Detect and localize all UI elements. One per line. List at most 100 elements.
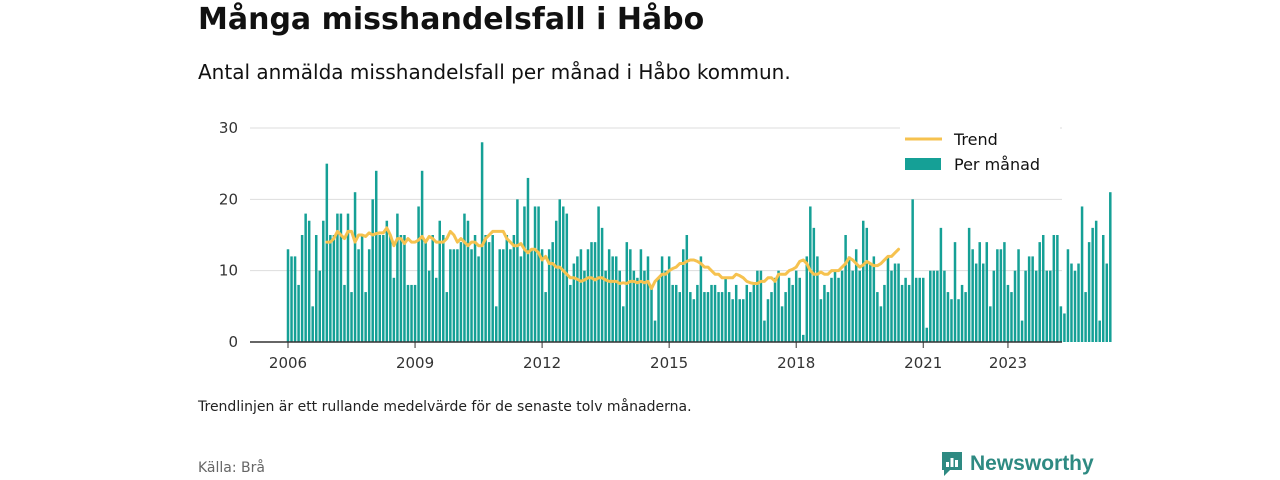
bar — [304, 213, 307, 342]
bar — [403, 235, 406, 342]
bar — [985, 242, 989, 342]
bar — [1020, 320, 1024, 342]
bar — [618, 270, 621, 342]
bar — [558, 199, 561, 342]
bar — [833, 270, 837, 342]
bar — [943, 270, 946, 342]
bar — [918, 277, 921, 342]
bar — [1073, 270, 1077, 342]
bar — [350, 292, 353, 342]
bar — [960, 284, 964, 342]
y-tick-label: 10 — [219, 262, 238, 280]
bar — [480, 142, 484, 342]
bar — [929, 270, 932, 342]
bar — [1024, 270, 1027, 342]
bar — [837, 277, 840, 342]
bar — [586, 249, 590, 342]
bar — [890, 270, 893, 342]
bar — [516, 199, 519, 342]
bar — [611, 256, 614, 342]
bar — [766, 299, 770, 342]
bar — [463, 213, 466, 342]
bar — [876, 292, 879, 342]
bar — [692, 299, 696, 342]
chart-subtitle: Antal anmälda misshandelsfall per månad … — [198, 60, 791, 84]
bar — [491, 235, 494, 342]
bar — [886, 256, 890, 342]
bar — [576, 256, 579, 342]
source-credit: Källa: Brå — [198, 460, 265, 476]
bar — [812, 227, 816, 342]
bar — [314, 235, 318, 342]
bar — [1063, 313, 1066, 342]
bar — [607, 249, 611, 342]
bar — [999, 249, 1003, 342]
x-tick-label: 2015 — [650, 354, 688, 372]
bar — [911, 199, 914, 342]
bar — [297, 284, 300, 342]
bar — [1087, 242, 1091, 342]
legend-bar-swatch — [905, 158, 941, 170]
bar — [332, 235, 336, 342]
bar — [600, 227, 604, 342]
bar — [643, 270, 646, 342]
bar — [914, 277, 918, 342]
x-tick-label: 2023 — [989, 354, 1027, 372]
trend-line — [325, 226, 901, 290]
bar — [322, 220, 325, 342]
bar — [509, 249, 512, 342]
bar — [537, 206, 540, 342]
bar — [717, 292, 720, 342]
brand-logo[interactable]: Newsworthy — [940, 450, 1094, 478]
bar — [562, 206, 565, 342]
bar — [505, 235, 509, 342]
x-tick-label: 2009 — [396, 354, 434, 372]
bar — [660, 256, 664, 342]
bar — [780, 306, 784, 342]
bar — [413, 284, 417, 342]
bar — [346, 213, 350, 342]
bar — [946, 292, 950, 342]
bar — [378, 235, 382, 342]
bar — [427, 270, 431, 342]
y-tick-label: 30 — [219, 119, 238, 137]
bar — [706, 292, 710, 342]
bar — [787, 277, 791, 342]
bar — [879, 306, 883, 342]
bar — [974, 263, 978, 342]
bar — [371, 199, 374, 342]
bar — [1094, 220, 1098, 342]
bar — [900, 284, 904, 342]
bar — [703, 292, 706, 342]
bar — [1098, 320, 1101, 342]
bar — [300, 235, 304, 342]
bar — [1034, 270, 1038, 342]
bar — [1031, 256, 1034, 342]
bar — [689, 292, 692, 342]
bar — [399, 235, 403, 342]
x-tick-label: 2021 — [904, 354, 942, 372]
bar — [456, 249, 459, 342]
bar — [406, 284, 410, 342]
bar — [445, 292, 449, 342]
bar — [731, 299, 734, 342]
bar — [459, 242, 463, 342]
bar — [713, 284, 717, 342]
bar — [452, 249, 456, 342]
bar — [922, 277, 925, 342]
bar — [685, 235, 689, 342]
chart-note: Trendlinjen är ett rullande medelvärde f… — [198, 399, 692, 415]
bar — [978, 242, 981, 342]
bar — [710, 284, 713, 342]
bar — [989, 306, 992, 342]
legend-trend-label: Trend — [953, 130, 998, 149]
bar — [770, 292, 773, 342]
bar — [1070, 263, 1073, 342]
x-tick-label: 2006 — [269, 354, 307, 372]
bar — [1059, 306, 1063, 342]
bar — [583, 270, 586, 342]
bar — [434, 277, 438, 342]
bar — [1084, 292, 1087, 342]
bar — [629, 249, 632, 342]
bar — [907, 284, 911, 342]
